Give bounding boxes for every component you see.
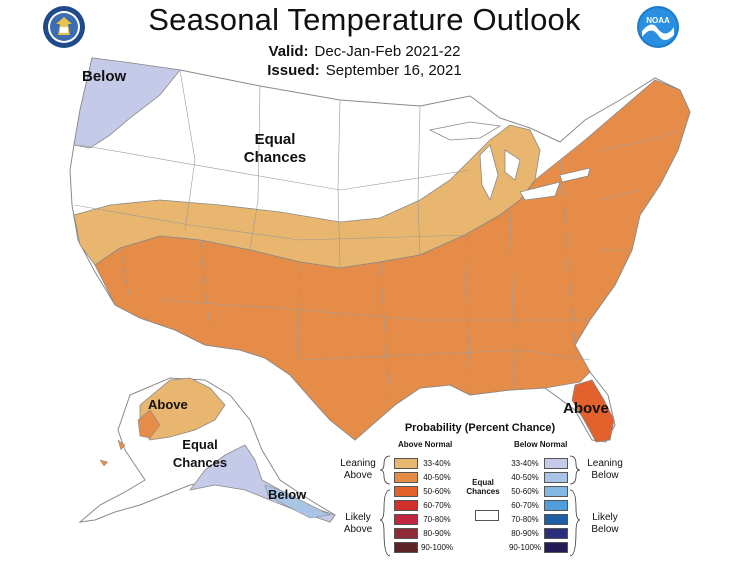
legend-above-range: 90-100% bbox=[420, 543, 454, 552]
legend-below-row: 80-90% bbox=[506, 528, 568, 539]
legend-below-row: 40-50% bbox=[506, 472, 568, 483]
legend-above-range: 50-60% bbox=[423, 487, 451, 496]
issued-label: Issued: bbox=[267, 62, 320, 79]
legend-below-swatch bbox=[544, 472, 568, 483]
valid-label: Valid: bbox=[268, 43, 309, 60]
legend-below-range: 90-100% bbox=[508, 543, 542, 552]
noaa-logo-icon: NOAA bbox=[637, 6, 679, 48]
legend-leaning-above: Leaning Above bbox=[340, 458, 376, 481]
valid-line: Valid: Dec-Jan-Feb 2021-22 bbox=[0, 43, 729, 60]
legend-below-header: Below Normal bbox=[514, 440, 568, 449]
legend-above-swatch bbox=[394, 486, 418, 497]
legend-below-row: 50-60% bbox=[506, 486, 568, 497]
noaa-logo-text: NOAA bbox=[646, 16, 670, 25]
legend-below-swatch bbox=[544, 500, 568, 511]
legend-equal-chances-swatch bbox=[475, 510, 499, 521]
issued-line: Issued: September 16, 2021 bbox=[0, 62, 729, 79]
legend-above-swatch bbox=[394, 528, 418, 539]
legend-below-range: 70-80% bbox=[511, 515, 539, 524]
legend-above-row: 70-80% bbox=[394, 514, 456, 525]
legend: Probability (Percent Chance) Above Norma… bbox=[330, 420, 630, 564]
legend-above-swatch bbox=[394, 472, 418, 483]
legend-below-swatch bbox=[544, 542, 568, 553]
legend-below-row: 70-80% bbox=[506, 514, 568, 525]
aleutian-islands bbox=[99, 439, 126, 467]
legend-leaning-below: Leaning Below bbox=[587, 458, 623, 481]
conus-above-label: Above bbox=[563, 400, 609, 417]
alaska-above-40-region bbox=[137, 409, 161, 439]
legend-above-range: 40-50% bbox=[423, 473, 451, 482]
conus-equal-label: Equal Chances bbox=[243, 131, 307, 166]
alaska-equal-label: Equal Chances bbox=[172, 437, 228, 470]
legend-above-row: 90-100% bbox=[394, 542, 456, 553]
legend-below-swatch bbox=[544, 514, 568, 525]
legend-above-swatch bbox=[394, 542, 418, 553]
issued-value: September 16, 2021 bbox=[325, 62, 462, 79]
legend-above-swatch bbox=[394, 500, 418, 511]
legend-equal-chances-label: Equal Chances bbox=[466, 478, 500, 496]
legend-below-row: 90-100% bbox=[506, 542, 568, 553]
legend-above-row: 33-40% bbox=[394, 458, 456, 469]
legend-below-row: 60-70% bbox=[506, 500, 568, 511]
legend-above-swatch bbox=[394, 458, 418, 469]
alaska-below-40-region bbox=[264, 484, 331, 519]
legend-below-range: 60-70% bbox=[511, 501, 539, 510]
legend-above-swatch bbox=[394, 514, 418, 525]
above-40-50-region bbox=[94, 79, 691, 441]
alaska-above-label: Above bbox=[148, 397, 188, 412]
legend-below-swatch bbox=[544, 458, 568, 469]
legend-above-range: 33-40% bbox=[423, 459, 451, 468]
legend-above-row: 60-70% bbox=[394, 500, 456, 511]
above-50-60-region bbox=[571, 379, 615, 443]
conus-below-label: Below bbox=[82, 68, 127, 85]
legend-below-range: 40-50% bbox=[511, 473, 539, 482]
legend-likely-below: Likely Below bbox=[591, 512, 619, 535]
legend-below-range: 50-60% bbox=[511, 487, 539, 496]
lean-below-region bbox=[73, 57, 181, 149]
legend-brackets bbox=[379, 455, 581, 557]
legend-above-row: 50-60% bbox=[394, 486, 456, 497]
valid-value: Dec-Jan-Feb 2021-22 bbox=[314, 43, 461, 60]
legend-likely-above: Likely Above bbox=[343, 512, 373, 535]
state-borders bbox=[73, 69, 681, 401]
legend-above-range: 70-80% bbox=[423, 515, 451, 524]
page-title: Seasonal Temperature Outlook bbox=[148, 2, 581, 37]
legend-above-range: 60-70% bbox=[423, 501, 451, 510]
legend-below-range: 33-40% bbox=[511, 459, 539, 468]
legend-title: Probability (Percent Chance) bbox=[404, 422, 556, 434]
commerce-seal-icon bbox=[43, 6, 85, 48]
legend-above-row: 40-50% bbox=[394, 472, 456, 483]
legend-above-range: 80-90% bbox=[423, 529, 451, 538]
alaska-below-label: Below bbox=[268, 487, 307, 502]
legend-below-swatch bbox=[544, 528, 568, 539]
legend-below-row: 33-40% bbox=[506, 458, 568, 469]
legend-below-range: 80-90% bbox=[511, 529, 539, 538]
legend-below-swatch bbox=[544, 486, 568, 497]
great-lakes bbox=[428, 121, 591, 202]
legend-above-row: 80-90% bbox=[394, 528, 456, 539]
legend-above-header: Above Normal bbox=[398, 440, 453, 449]
